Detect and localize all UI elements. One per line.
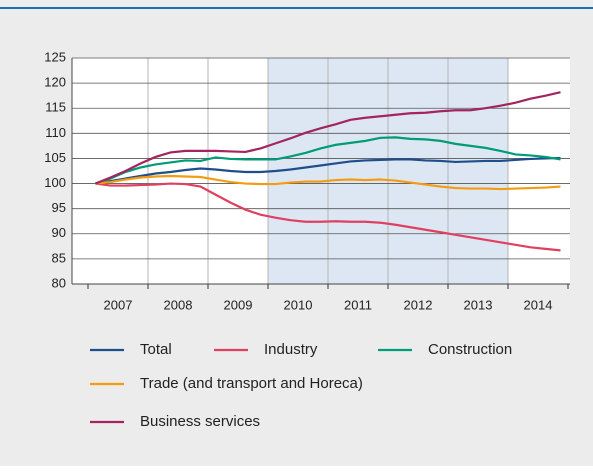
y-tick-label: 80 (52, 275, 66, 290)
y-tick-label: 110 (45, 125, 66, 140)
series-line (95, 91, 561, 185)
y-tick-label: 115 (45, 100, 66, 115)
series-line (95, 182, 561, 252)
y-tick-label: 90 (52, 225, 66, 240)
legend-label: Trade (and transport and Horeca) (140, 375, 363, 392)
legend-label: Construction (428, 341, 512, 358)
legend-label: Total (140, 341, 172, 358)
y-tick-label: 125 (44, 49, 66, 64)
legend-label: Business services (140, 413, 260, 430)
x-tick-label: 2013 (464, 297, 493, 312)
y-tick-label: 100 (44, 175, 66, 190)
x-tick-label: 2014 (524, 297, 553, 312)
x-tick-label: 2012 (404, 297, 433, 312)
y-tick-label: 85 (52, 250, 66, 265)
x-tick-label: 2008 (164, 297, 193, 312)
y-tick-label: 120 (44, 75, 66, 90)
legend-label: Industry (264, 341, 318, 358)
series-line (95, 174, 561, 191)
series-line (95, 156, 561, 185)
y-tick-label: 105 (44, 150, 66, 165)
x-tick-label: 2007 (104, 297, 133, 312)
x-tick-label: 2011 (344, 297, 372, 312)
series-line (95, 136, 561, 185)
x-tick-label: 2010 (284, 297, 313, 312)
y-tick-label: 95 (52, 200, 66, 215)
x-tick-label: 2009 (224, 297, 253, 312)
